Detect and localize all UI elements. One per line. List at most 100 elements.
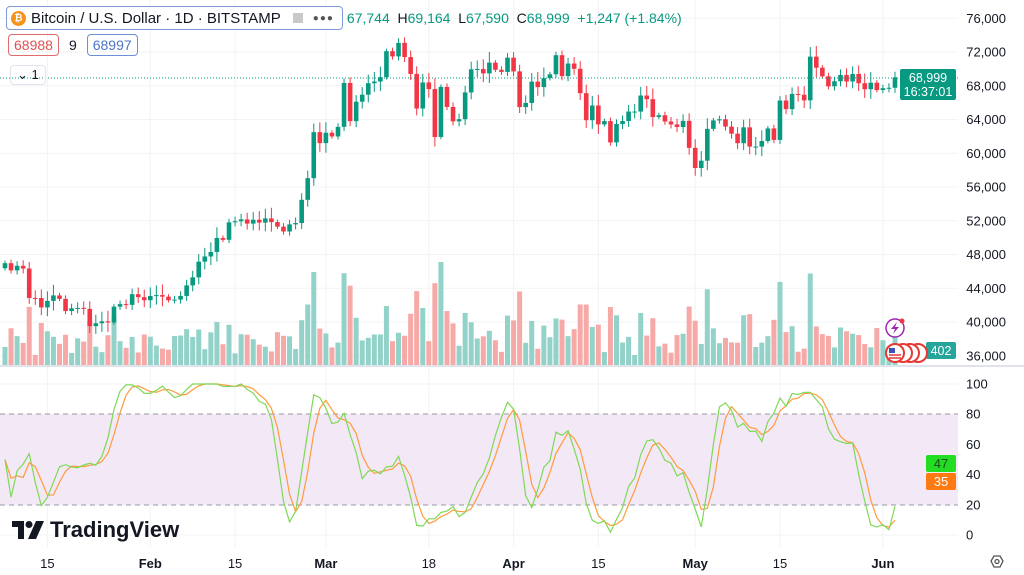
candle (499, 66, 504, 76)
stoch-axis[interactable]: 100 80 60 40 20 0 (966, 377, 988, 543)
candle-body (783, 100, 789, 110)
volume-bar (293, 348, 299, 365)
candle-body (117, 304, 123, 307)
price-tick: 64,000 (966, 112, 1006, 127)
candle-body (353, 101, 359, 122)
volume-bar (862, 344, 868, 365)
candle-body (620, 121, 625, 124)
flag-icon[interactable] (292, 13, 303, 23)
volume-bar (674, 335, 680, 365)
candle-body (517, 71, 522, 108)
candle (577, 61, 583, 101)
candle (626, 104, 631, 127)
price-tick: 72,000 (966, 45, 1006, 60)
more-options-icon[interactable]: ●●● (312, 12, 334, 24)
candle (614, 119, 619, 147)
volume-bar (14, 336, 20, 365)
candle-body (801, 94, 807, 101)
candle (372, 71, 377, 92)
buy-button[interactable]: 68997 (86, 34, 138, 56)
volume-bar (20, 342, 26, 365)
candle-body (8, 263, 14, 271)
candle (141, 289, 147, 308)
symbol-selector[interactable]: ₿ Bitcoin / U.S. Dollar · 1D · BITSTAMP … (6, 6, 343, 30)
candle (729, 121, 734, 139)
time-axis[interactable]: 15 Feb 15 Mar 18 Apr 15 May 15 Jun (40, 556, 894, 571)
candle-body (232, 221, 238, 223)
candle-body (529, 81, 535, 103)
indicators-toggle-button[interactable]: ⌄ 1 (10, 65, 46, 85)
candle (69, 303, 74, 316)
candle-body (250, 219, 256, 224)
candle-body (886, 87, 892, 89)
volume-bar (741, 315, 747, 365)
volume-bar (311, 272, 317, 365)
candle-body (480, 68, 486, 74)
tradingview-logo[interactable]: TradingView (12, 517, 179, 543)
candle (632, 103, 637, 119)
price-tick: 68,000 (966, 78, 1006, 93)
candle-body (51, 295, 56, 301)
candle-body (178, 295, 183, 300)
candle (862, 73, 868, 98)
candle (275, 219, 280, 229)
candle (529, 73, 535, 111)
candle-body (765, 128, 771, 142)
candle (32, 290, 38, 305)
price-tick: 52,000 (966, 213, 1006, 228)
candle (747, 118, 752, 155)
volume-bar (377, 334, 383, 365)
candle (8, 259, 14, 274)
candle-body (729, 126, 734, 134)
candle (850, 66, 855, 89)
candle (771, 124, 777, 144)
us-economic-event-icons[interactable] (885, 343, 928, 363)
bar-countdown: 16:37:01 (904, 85, 953, 99)
candle-body (208, 251, 214, 257)
price-tick: 60,000 (966, 146, 1006, 161)
candle (172, 296, 177, 304)
volume-bar (662, 343, 668, 365)
candle (129, 288, 135, 310)
volume-bar (668, 352, 674, 365)
volume-bar (2, 346, 8, 365)
candle (462, 85, 468, 126)
candle (87, 301, 93, 333)
time-tick: Feb (139, 556, 162, 571)
volume-bar (50, 336, 56, 365)
volume-bar (93, 346, 99, 365)
volume-bar (505, 315, 511, 365)
volume-bar (147, 336, 153, 365)
candle (474, 60, 480, 78)
candle (735, 127, 740, 150)
candle (305, 170, 311, 207)
candle (480, 59, 486, 83)
volume-bar (813, 326, 819, 365)
lightning-event-icon[interactable] (885, 318, 905, 338)
settings-gear-icon[interactable] (990, 555, 1004, 568)
candle (244, 212, 250, 230)
candle-body (390, 51, 395, 57)
candle-body (577, 68, 583, 94)
candle-body (160, 295, 165, 297)
volume-bar (371, 334, 377, 365)
candle (583, 84, 589, 128)
candle-body (880, 88, 886, 91)
volume-bar (517, 291, 523, 365)
candle (426, 72, 432, 98)
price-axis[interactable]: 76,000 72,000 68,000 64,000 60,000 56,000 52,0… (966, 11, 1006, 364)
brand-name: TradingView (50, 517, 180, 542)
volume-bar (698, 343, 704, 365)
volume-bar (383, 306, 389, 365)
candle (390, 47, 395, 60)
candle (220, 235, 226, 243)
candle (196, 254, 202, 285)
candle (178, 291, 183, 304)
sell-button[interactable]: 68988 (8, 34, 59, 56)
candle (117, 300, 123, 310)
volume-bar (335, 342, 341, 365)
volume-bar (595, 324, 601, 365)
time-tick: 15 (773, 556, 787, 571)
candle (269, 207, 274, 232)
